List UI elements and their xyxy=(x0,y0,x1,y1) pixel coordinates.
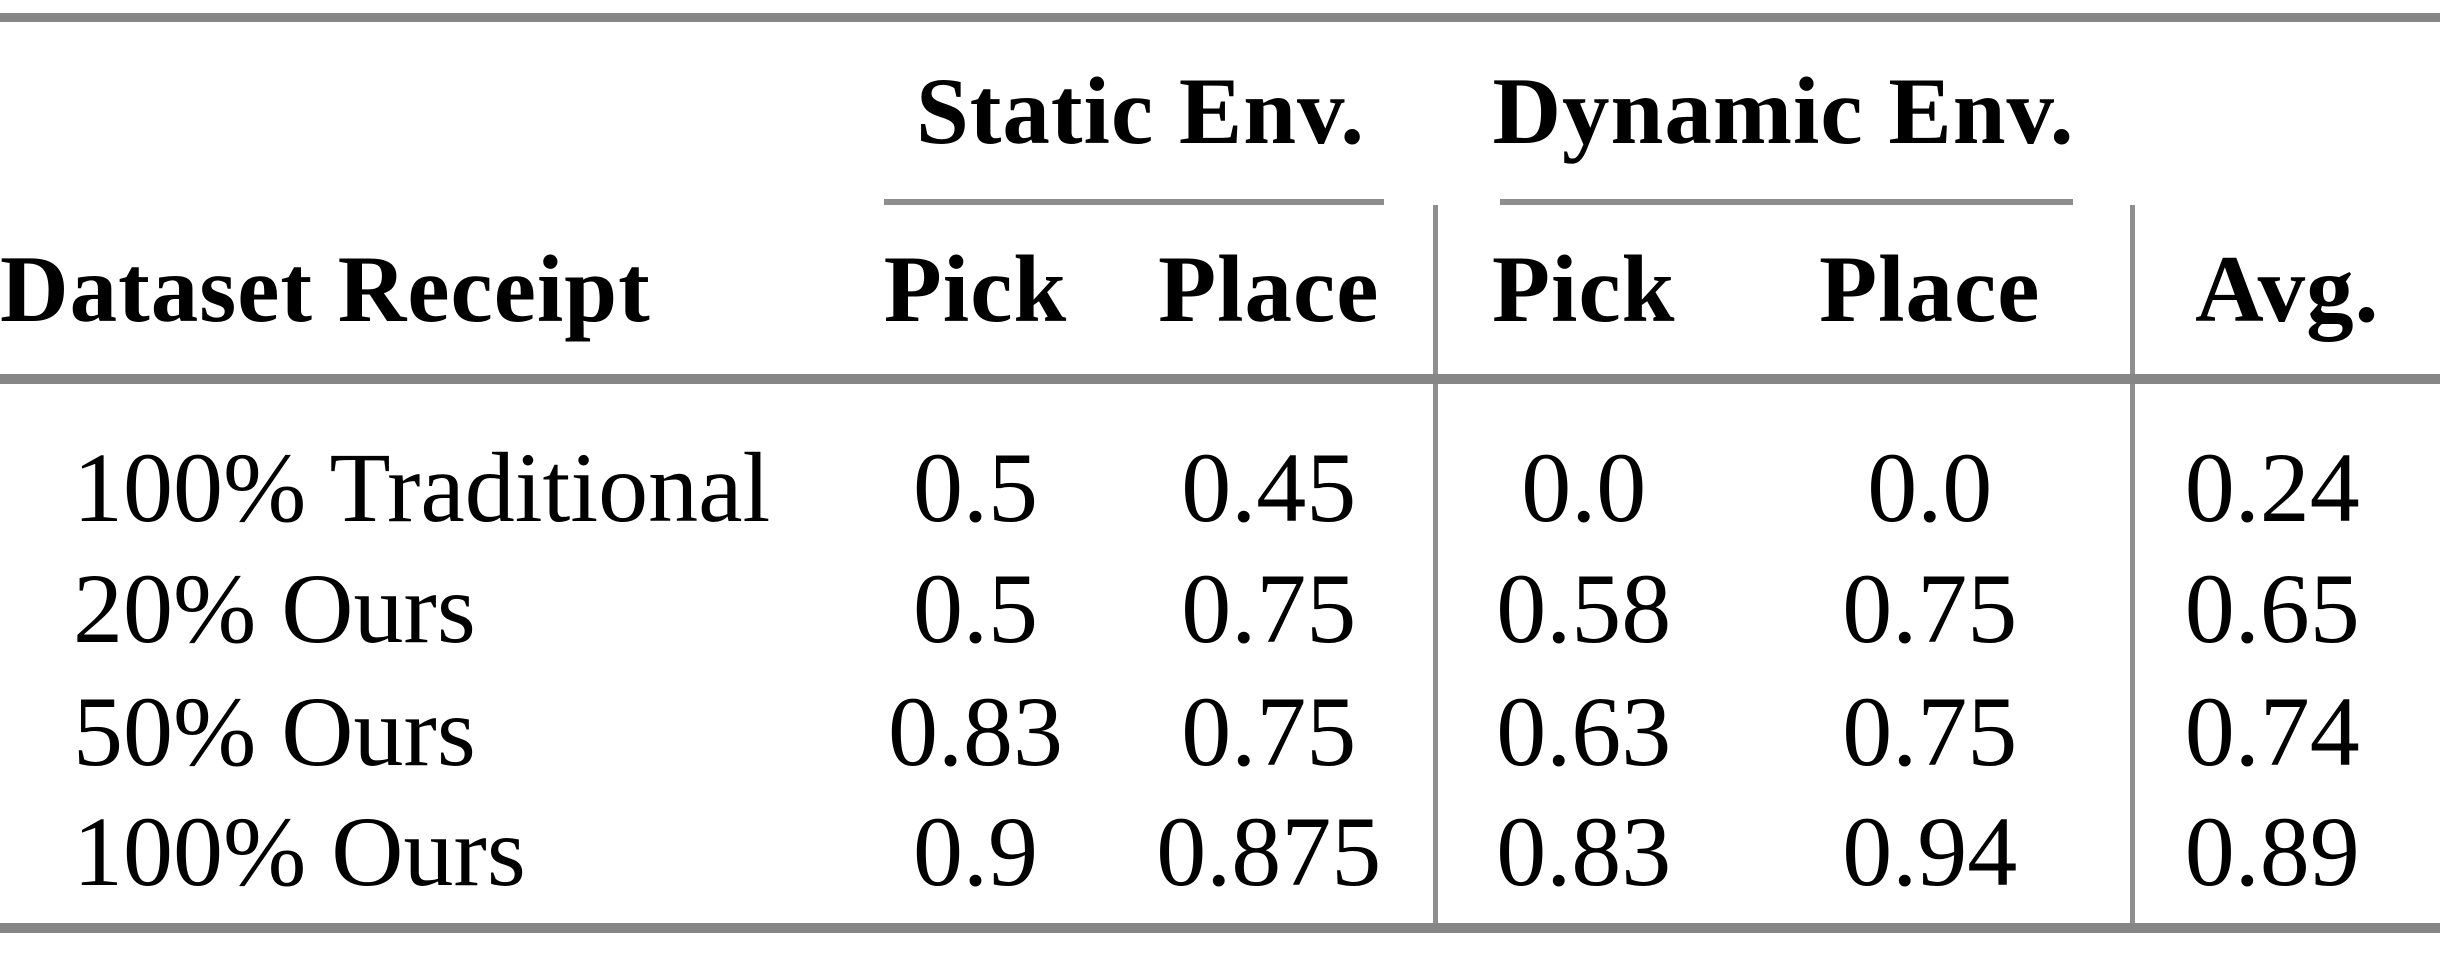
dynamic-place-value: 0.75 xyxy=(1842,552,2018,664)
table-row-100pct-ours: 100% Ours 0.9 0.875 0.83 0.94 0.89 xyxy=(0,792,2440,928)
group-header-static-env: Static Env. xyxy=(915,57,1366,164)
table-row-20pct-ours: 20% Ours 0.5 0.75 0.58 0.75 0.65 xyxy=(0,546,2440,670)
static-pick-value: 0.5 xyxy=(913,432,1038,543)
dynamic-env-underline xyxy=(1500,198,2073,205)
row-label: 100% Ours xyxy=(73,796,526,907)
cmidrule-row xyxy=(0,188,2440,205)
dynamic-pick-value: 0.58 xyxy=(1432,546,1730,670)
cmidrule-spacer-right xyxy=(2132,188,2440,205)
column-header-row: Dataset Receipt Pick Place Pick Place Av… xyxy=(0,204,2440,384)
dynamic-place-value: 0.94 xyxy=(1842,796,2018,907)
group-header-spacer-right xyxy=(2132,18,2440,188)
dynamic-env-underline-cell xyxy=(1435,188,2132,205)
dynamic-pick-value: 0.83 xyxy=(1432,792,1730,928)
avg-value: 0.65 xyxy=(2129,546,2440,670)
group-header-dynamic-env: Dynamic Env. xyxy=(1492,57,2075,164)
dynamic-pick-value: 0.63 xyxy=(1432,669,1730,793)
static-place-value: 0.75 xyxy=(1181,552,1357,664)
row-label: 50% Ours xyxy=(73,675,476,787)
avg-value: 0.24 xyxy=(2129,378,2440,547)
dynamic-place-value: 0.0 xyxy=(1867,432,1993,543)
static-env-underline xyxy=(884,198,1384,205)
table-row-50pct-ours: 50% Ours 0.83 0.75 0.63 0.75 0.74 xyxy=(0,669,2440,793)
col-header-static-pick: Pick xyxy=(846,204,1105,384)
results-table: Static Env. Dynamic Env. Dataset Receipt… xyxy=(0,13,2440,933)
row-label: 100% Traditional xyxy=(73,432,771,543)
dynamic-place-value: 0.75 xyxy=(1842,675,2018,787)
static-place-value: 0.75 xyxy=(1181,675,1357,787)
cmidrule-spacer xyxy=(0,188,846,205)
avg-value: 0.89 xyxy=(2129,792,2440,928)
dynamic-pick-value: 0.0 xyxy=(1432,378,1730,547)
col-header-avg: Avg. xyxy=(2129,204,2440,384)
static-env-underline-cell xyxy=(846,188,1435,205)
avg-value: 0.74 xyxy=(2129,669,2440,793)
col-header-dynamic-pick: Pick xyxy=(1432,204,1730,384)
row-label: 20% Ours xyxy=(73,552,476,664)
static-place-value: 0.875 xyxy=(1156,796,1382,907)
col-header-static-place: Place xyxy=(1105,204,1435,384)
col-header-dataset-receipt: Dataset Receipt xyxy=(0,204,846,384)
col-header-dynamic-place: Place xyxy=(1730,204,2132,384)
group-header-row: Static Env. Dynamic Env. xyxy=(0,18,2440,188)
static-pick-value: 0.83 xyxy=(888,675,1063,787)
group-header-spacer xyxy=(0,18,846,188)
table-row-100pct-traditional: 100% Traditional 0.5 0.45 0.0 0.0 0.24 xyxy=(0,378,2440,547)
static-pick-value: 0.9 xyxy=(913,796,1038,907)
static-place-value: 0.45 xyxy=(1181,432,1357,543)
static-pick-value: 0.5 xyxy=(913,552,1038,664)
